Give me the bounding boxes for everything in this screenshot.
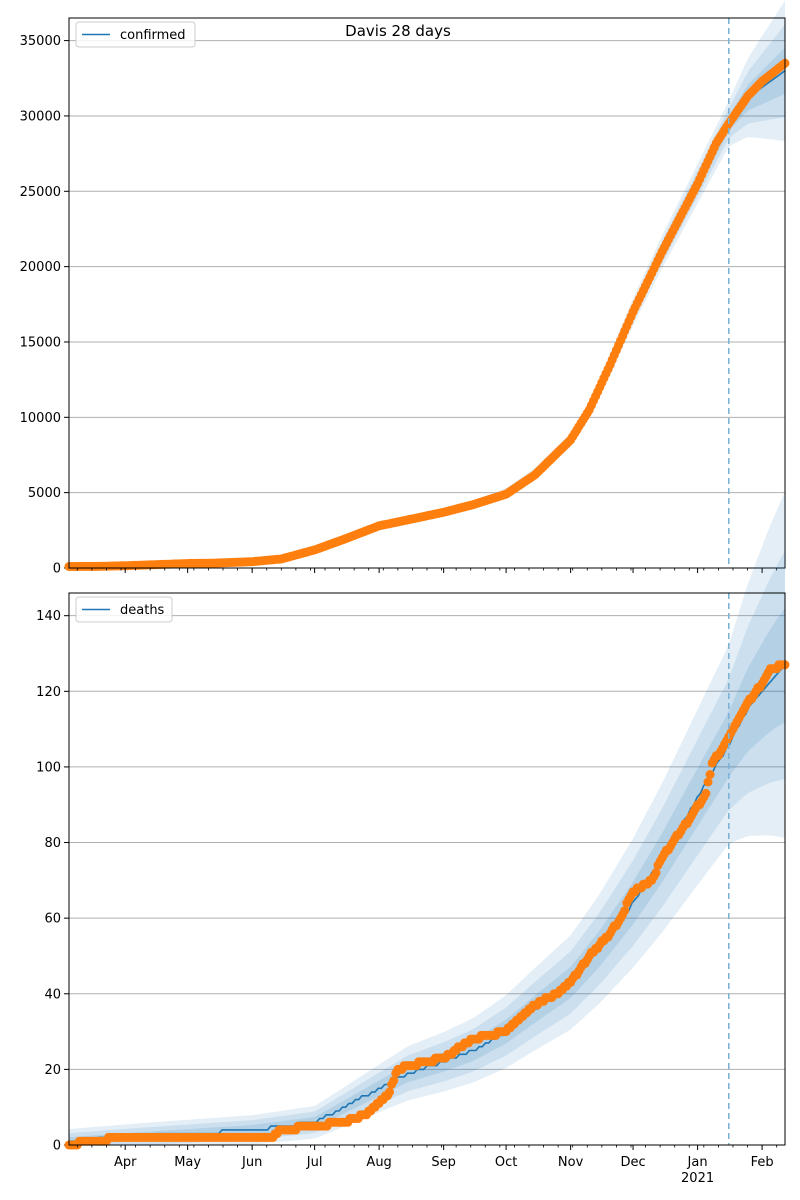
legend-box — [75, 596, 173, 623]
y-tick-label: 10000 — [20, 411, 61, 426]
x-year-label: 2021 — [681, 1171, 714, 1186]
x-tick-label: Jan — [687, 1155, 708, 1170]
uncertainty-band — [69, 24, 785, 567]
x-tick-label: Nov — [558, 1155, 584, 1170]
uncertainty-band — [69, 607, 785, 1145]
legend: confirmed — [75, 21, 196, 48]
y-tick-label: 35000 — [20, 34, 61, 49]
y-tick-label: 100 — [36, 760, 61, 775]
y-tick-label: 5000 — [28, 486, 61, 501]
y-tick-label: 120 — [36, 685, 61, 700]
plot-frame — [68, 17, 786, 569]
observed-point — [385, 1087, 394, 1097]
uncertainty-band — [69, 47, 785, 567]
observed-point — [701, 788, 711, 798]
y-tick-label: 60 — [44, 912, 61, 927]
deaths-panel: 0 20 40 60 80 100 120 140 Apr May Jun Jul Aug Sep Oct N… — [36, 491, 790, 1186]
model-line — [68, 70, 786, 568]
x-tick-label: Jul — [306, 1155, 323, 1170]
y-tick-label: 0 — [53, 1139, 61, 1154]
x-tick-label: Aug — [366, 1155, 391, 1170]
x-tick-label: May — [174, 1155, 201, 1170]
y-tick-label: 80 — [44, 836, 61, 851]
y-tick-label: 20000 — [20, 260, 61, 275]
y-tick-label: 0 — [53, 562, 61, 577]
observed-point — [389, 1076, 399, 1086]
y-tick-label: 40 — [44, 987, 61, 1002]
y-tick-label: 25000 — [20, 185, 61, 200]
observed-point — [703, 777, 713, 787]
y-tick-label: 30000 — [20, 109, 61, 124]
legend-label: deaths — [120, 603, 165, 618]
x-tick-label: Jun — [241, 1155, 262, 1170]
uncertainty-band — [69, 491, 785, 1145]
uncertainty-band — [69, 0, 785, 568]
x-tick-label: Apr — [114, 1155, 137, 1170]
observed-point — [651, 868, 661, 878]
legend: deaths — [75, 596, 173, 623]
y-tick-label: 140 — [36, 609, 61, 624]
y-tick-label: 20 — [44, 1063, 61, 1078]
observed-point — [620, 906, 630, 916]
x-tick-label: Sep — [431, 1155, 456, 1170]
legend-label: confirmed — [120, 28, 186, 43]
x-tick-label: Dec — [620, 1155, 645, 1170]
uncertainty-band — [69, 550, 785, 1145]
x-tick-label: Oct — [495, 1155, 517, 1170]
y-tick-label: 15000 — [20, 335, 61, 350]
chart-title: Davis 28 days — [345, 22, 451, 40]
x-tick-label: Feb — [751, 1155, 774, 1170]
legend-box — [75, 21, 196, 48]
confirmed-panel: 0 5000 10000 15000 20000 25000 30000 35000 confi… — [20, 0, 790, 577]
observed-point — [705, 770, 715, 779]
